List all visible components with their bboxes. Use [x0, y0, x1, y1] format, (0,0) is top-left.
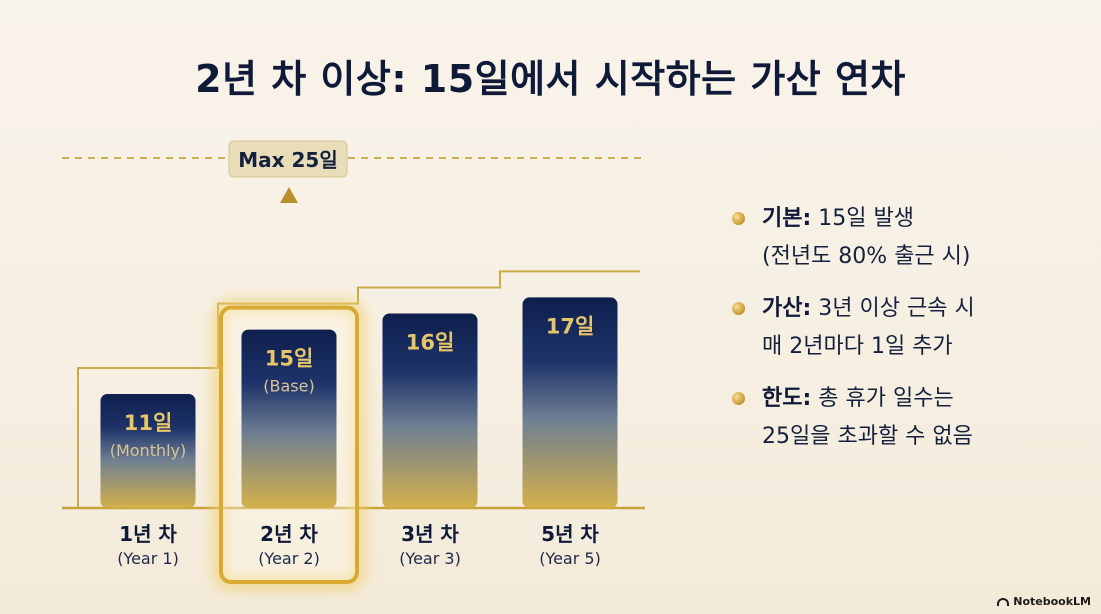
bullet-item-base: 기본: 15일 발생 (전년도 80% 출근 시) — [732, 200, 1092, 276]
bar-1 — [100, 394, 196, 508]
bar-value-sublabel: (Base) — [263, 377, 314, 396]
bullet-key: 가산: — [762, 296, 812, 321]
bullet-dot-icon — [732, 212, 745, 225]
bullet-text: 매 2년마다 1일 추가 — [762, 334, 953, 359]
max-label-box — [228, 140, 348, 178]
category-sublabel: (Year 3) — [399, 549, 461, 568]
max-label: Max 25일 — [238, 148, 338, 172]
bullet-dot-icon — [732, 392, 745, 405]
category-sublabel: (Year 1) — [117, 549, 179, 568]
bullet-list: 기본: 15일 발생 (전년도 80% 출근 시) 가산: 3년 이상 근속 시… — [732, 200, 1092, 470]
bullet-item-addition: 가산: 3년 이상 근속 시 매 2년마다 1일 추가 — [732, 290, 1092, 366]
bar-value-sublabel: (Monthly) — [110, 441, 187, 460]
bar-value-label: 15일 — [265, 347, 314, 371]
arrow-up-icon — [280, 187, 298, 203]
bar-value-label: 17일 — [546, 314, 595, 338]
bar-2 — [241, 329, 337, 508]
category-sublabel: (Year 2) — [258, 549, 320, 568]
category-sublabel: (Year 5) — [539, 549, 601, 568]
bullet-text: (전년도 80% 출근 시) — [762, 244, 971, 269]
bullet-text: 총 휴가 일수는 — [818, 386, 954, 411]
bullet-key: 기본: — [762, 206, 812, 231]
bar-value-label: 16일 — [406, 331, 455, 355]
page-title: 2년 차 이상: 15일에서 시작하는 가산 연차 — [195, 57, 906, 101]
category-label: 1년 차 — [119, 522, 177, 546]
brand-name: NotebookLM — [1013, 595, 1091, 608]
category-label: 3년 차 — [401, 522, 459, 546]
step-growth-line — [77, 270, 640, 508]
bullet-text: 25일을 초과할 수 없음 — [762, 424, 973, 449]
brand-mark: NotebookLM — [997, 595, 1091, 608]
bullet-key: 한도: — [762, 386, 812, 411]
notebooklm-logo-icon — [997, 597, 1010, 606]
category-label: 5년 차 — [541, 522, 599, 546]
category-label: 2년 차 — [260, 522, 318, 546]
bar-value-label: 11일 — [124, 411, 173, 435]
bar-3 — [382, 313, 478, 508]
bullet-text: 15일 발생 — [818, 206, 914, 231]
bullet-dot-icon — [732, 302, 745, 315]
bullet-item-limit: 한도: 총 휴가 일수는 25일을 초과할 수 없음 — [732, 380, 1092, 456]
bullet-text: 3년 이상 근속 시 — [818, 296, 975, 321]
bar-4 — [522, 297, 618, 508]
